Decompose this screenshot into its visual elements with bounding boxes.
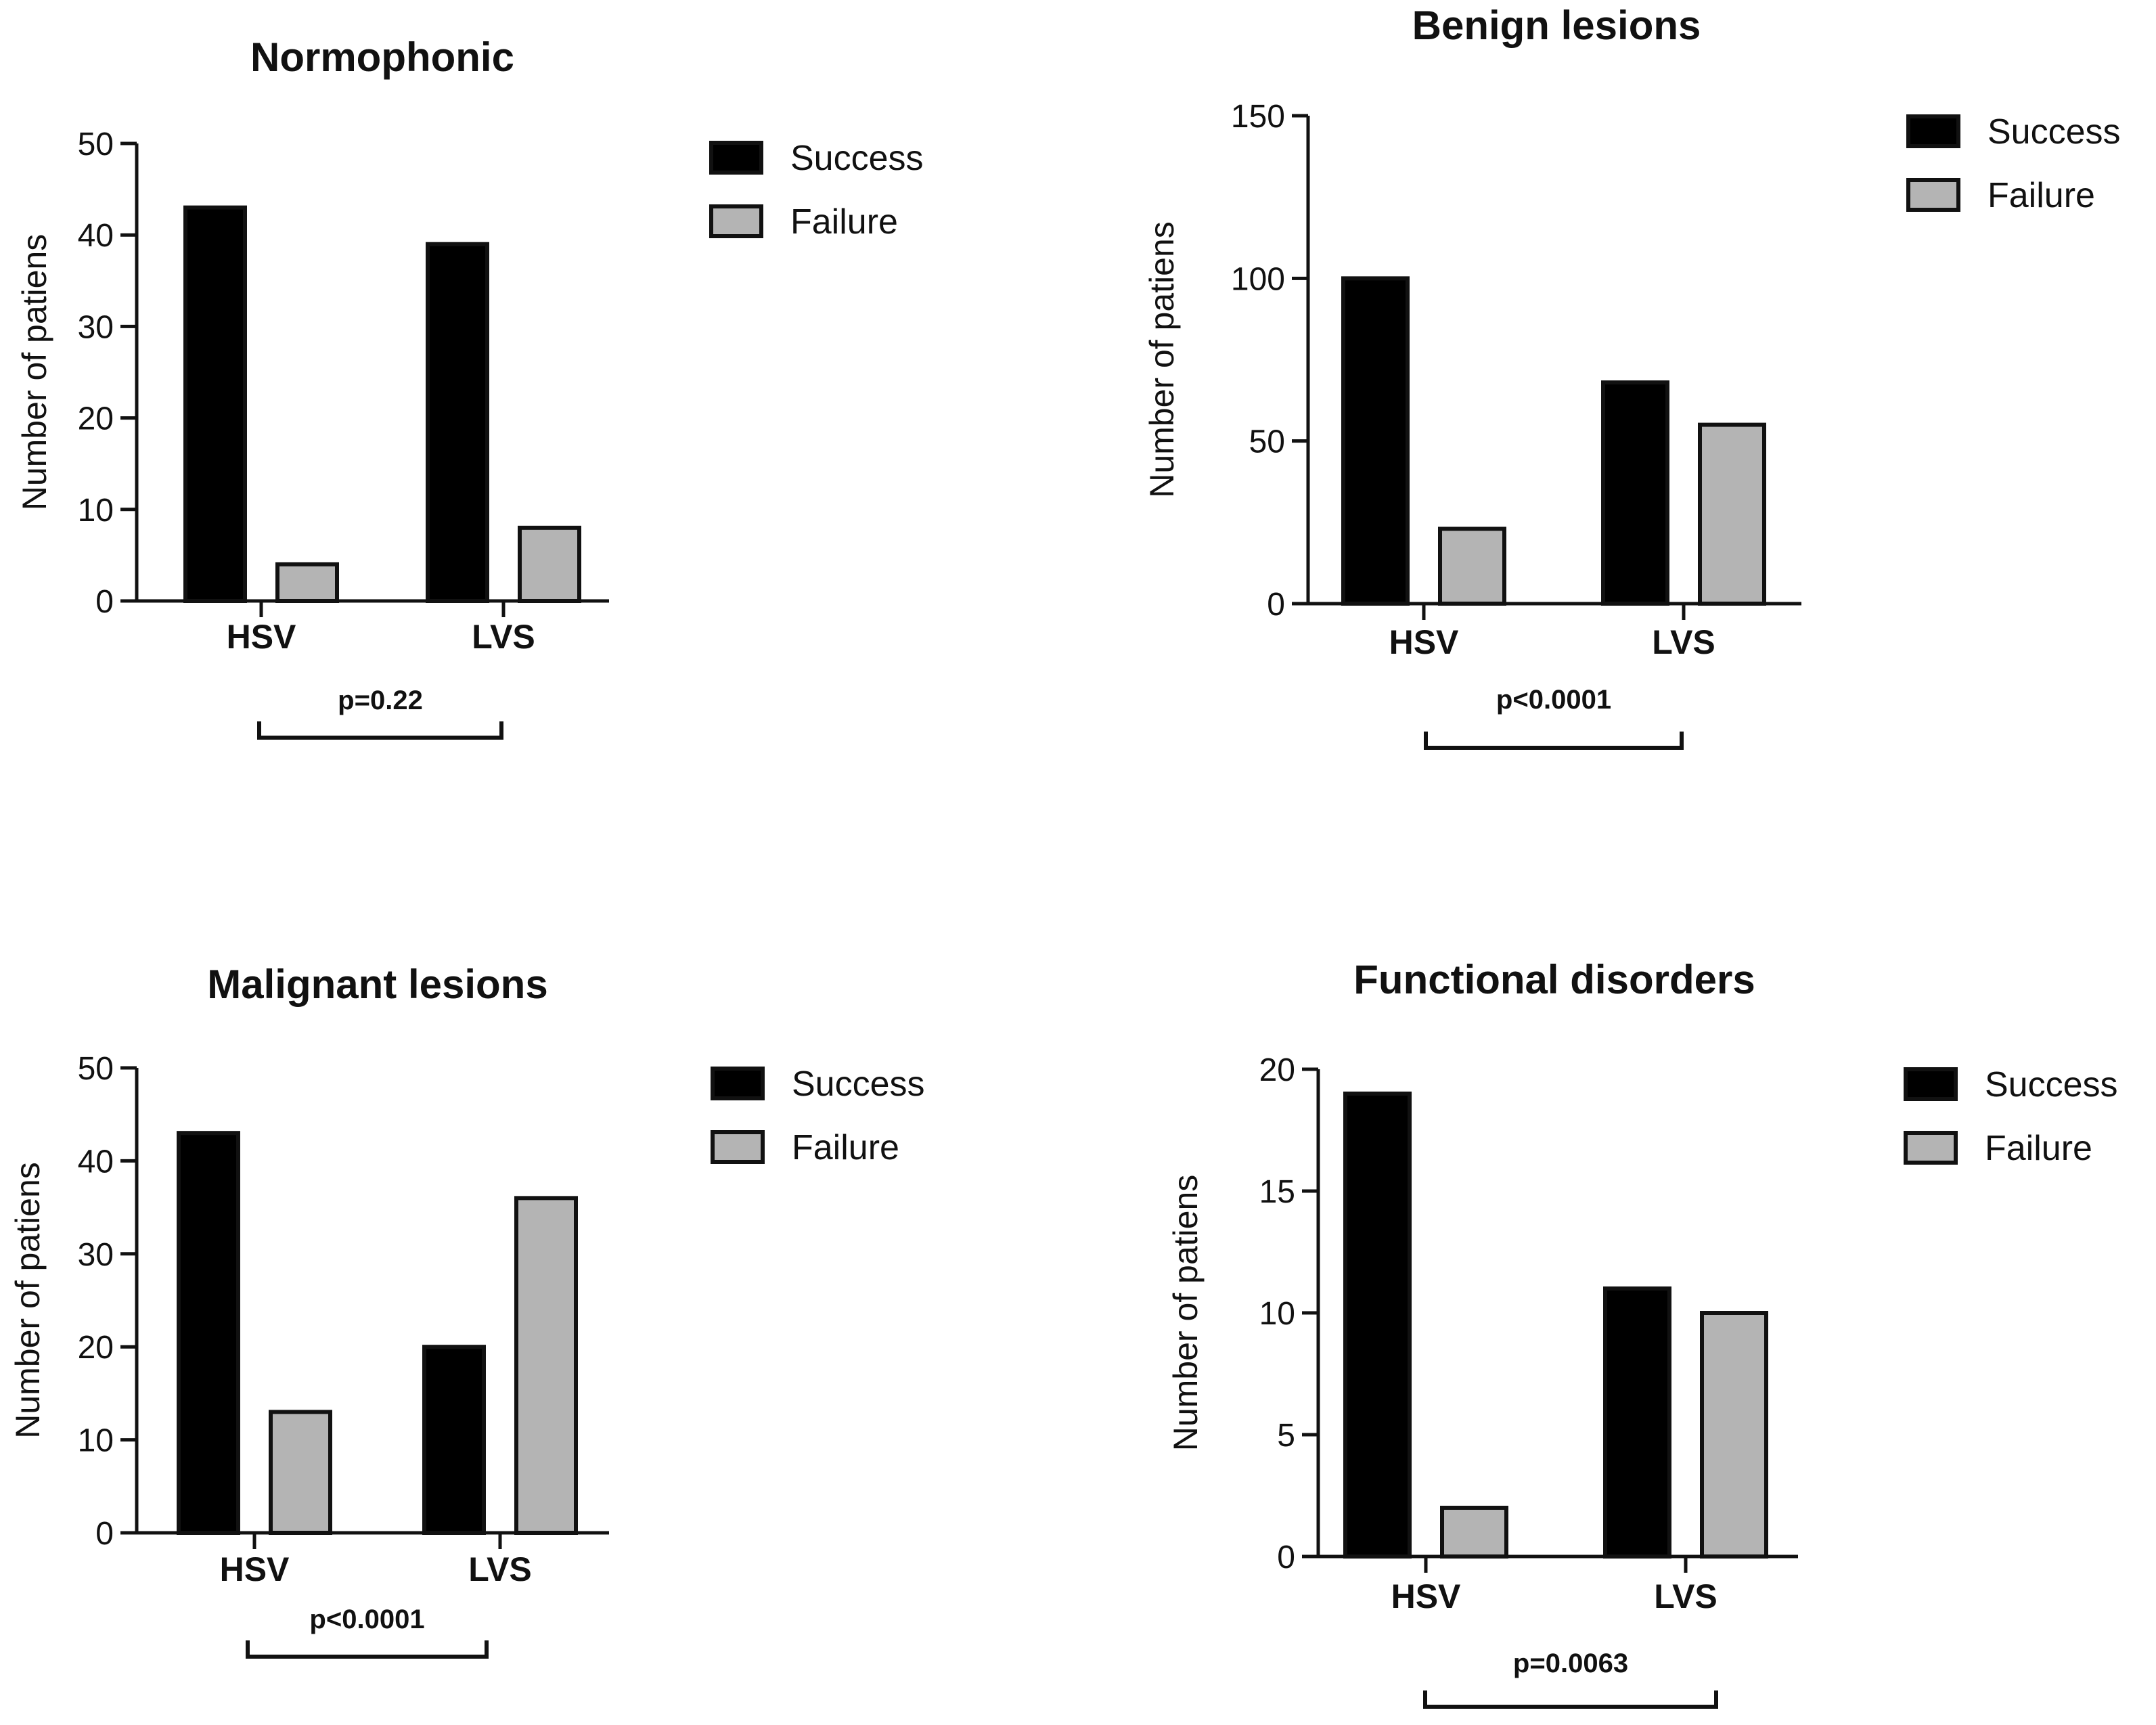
y-tick-label: 0: [95, 584, 114, 620]
y-tick-label: 15: [1259, 1174, 1295, 1210]
x-tick-label: HSV: [1391, 1577, 1461, 1615]
p-value-label: p=0.0063: [1513, 1649, 1628, 1678]
y-tick-label: 0: [95, 1516, 114, 1552]
bar-failure-lvs: [514, 1196, 578, 1535]
legend-swatch-success: [1904, 1067, 1958, 1101]
y-tick-label: 0: [1277, 1540, 1295, 1575]
bar-success-hsv: [183, 205, 247, 603]
y-tick-label: 20: [1259, 1052, 1295, 1088]
bar-success-hsv: [1341, 276, 1410, 606]
p-value-label: p<0.0001: [1496, 685, 1611, 715]
x-tick-label: LVS: [1654, 1577, 1717, 1615]
y-tick-label: 150: [1231, 99, 1285, 135]
significance-bracket: [257, 721, 503, 740]
y-tick-label: 100: [1231, 261, 1285, 297]
bar-failure-lvs: [518, 525, 581, 604]
significance-bracket: [1423, 1690, 1718, 1709]
y-tick-label: 50: [78, 127, 114, 162]
y-tick-label: 30: [78, 1237, 114, 1273]
legend-swatch-failure: [1906, 178, 1960, 212]
chart-panel-2: Benign lesions Number of patiens 0 50 100 150…: [1143, 3, 2121, 750]
bar-failure-lvs: [1698, 422, 1766, 606]
y-tick-label: 0: [1267, 587, 1285, 623]
bar-failure-hsv: [275, 562, 339, 603]
legend-swatch-success: [711, 1067, 765, 1100]
legend-swatch-success: [709, 141, 763, 175]
x-tick-label: HSV: [220, 1550, 290, 1588]
legend-label-success: Success: [792, 1065, 925, 1104]
bar-success-lvs: [426, 242, 489, 604]
bar-success-hsv: [177, 1131, 240, 1536]
y-tick-label: 5: [1277, 1418, 1295, 1454]
y-tick-label: 40: [78, 218, 114, 254]
significance-bracket: [246, 1640, 489, 1659]
legend-label-success: Success: [1985, 1065, 2118, 1104]
legend-swatch-success: [1906, 114, 1960, 148]
chart-title: Malignant lesions: [207, 962, 547, 1007]
legend-label-success: Success: [1987, 112, 2121, 152]
legend-swatch-failure: [711, 1130, 765, 1164]
chart-panel-4: Functional disorders Number of patiens 0 5 1…: [1167, 957, 2118, 1709]
y-tick-label: 10: [1259, 1296, 1295, 1332]
legend-swatch-failure: [709, 204, 763, 238]
legend-label-failure: Failure: [1987, 176, 2095, 215]
bar-failure-hsv: [1438, 527, 1506, 606]
y-axis-label: Number of patiens: [1143, 221, 1181, 498]
p-value-label: p=0.22: [338, 686, 423, 715]
bar-failure-hsv: [269, 1410, 332, 1535]
x-tick-label: LVS: [468, 1550, 532, 1588]
bar-success-hsv: [1343, 1092, 1412, 1559]
y-tick-label: 50: [1249, 424, 1285, 460]
x-tick-label: LVS: [1652, 623, 1715, 661]
y-axis-label: Number of patiens: [16, 234, 53, 511]
y-tick-label: 50: [78, 1051, 114, 1087]
y-tick-label: 20: [78, 1330, 114, 1366]
legend-label-success: Success: [790, 139, 924, 178]
y-tick-label: 10: [78, 493, 114, 529]
y-tick-label: 30: [78, 309, 114, 345]
bar-success-lvs: [1603, 1286, 1671, 1559]
bar-success-lvs: [1601, 380, 1669, 606]
legend-swatch-failure: [1904, 1131, 1958, 1165]
legend-label-failure: Failure: [1985, 1129, 2092, 1168]
y-tick-label: 40: [78, 1144, 114, 1180]
chart-title: Functional disorders: [1353, 957, 1755, 1002]
chart-title: Normophonic: [250, 35, 514, 80]
chart-panel-1: Normophonic Number of patiens 0 10 20 30 40 50 H…: [16, 35, 924, 740]
legend-label-failure: Failure: [792, 1128, 899, 1167]
x-tick-label: LVS: [472, 618, 535, 656]
significance-bracket: [1424, 732, 1684, 750]
bar-success-lvs: [422, 1345, 486, 1535]
y-tick-label: 10: [78, 1423, 114, 1459]
chart-panel-3: Malignant lesions Number of patiens 0 10 20 3…: [9, 962, 925, 1659]
y-axis-label: Number of patiens: [1167, 1175, 1205, 1452]
x-tick-label: HSV: [227, 618, 296, 656]
p-value-label: p<0.0001: [309, 1605, 424, 1634]
y-axis-label: Number of patiens: [9, 1162, 47, 1439]
x-tick-label: HSV: [1389, 623, 1459, 661]
bar-failure-lvs: [1700, 1311, 1768, 1559]
chart-title: Benign lesions: [1412, 3, 1701, 48]
bar-failure-hsv: [1440, 1506, 1508, 1559]
legend-label-failure: Failure: [790, 202, 898, 242]
y-tick-label: 20: [78, 401, 114, 437]
